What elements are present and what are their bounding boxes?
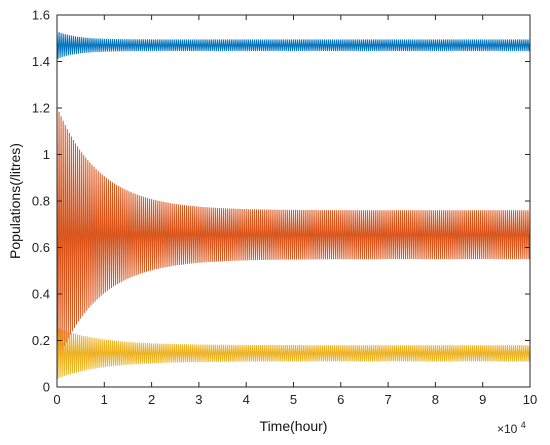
x-tick-label: 1	[101, 392, 108, 407]
y-tick-label: 0.4	[32, 287, 50, 302]
x-tick-label: 3	[195, 392, 202, 407]
x-tick-label: 10	[523, 392, 537, 407]
series-line-2	[56, 106, 531, 361]
y-tick-label: 0.8	[32, 194, 50, 209]
series-layer	[56, 31, 531, 379]
series-line-3	[56, 327, 531, 379]
x-tick-label: 8	[432, 392, 439, 407]
x-tick-label: 6	[337, 392, 344, 407]
x-tick-label: 0	[53, 392, 60, 407]
y-axis-label: Populations(/litres)	[7, 143, 23, 259]
x-axis-label: Time(hour)	[260, 418, 328, 434]
x-tick-label: 7	[384, 392, 391, 407]
y-tick-label: 1.6	[32, 8, 50, 23]
y-tick-label: 1.2	[32, 101, 50, 116]
x-axis-exponent: ×10 4	[497, 420, 526, 436]
x-tick-label: 9	[479, 392, 486, 407]
y-tick-label: 1	[43, 147, 50, 162]
series-line-1	[56, 31, 531, 59]
y-tick-label: 0	[43, 380, 50, 395]
x-tick-label: 5	[290, 392, 297, 407]
x-tick-label: 4	[243, 392, 250, 407]
x-tick-label: 2	[148, 392, 155, 407]
ticks-layer: 0 1 2 3 4 5 6 7 8 9 10 0 0.2 0.4 0.6 0.8 1 1.2 1.4 1.6	[32, 8, 537, 408]
y-tick-label: 0.6	[32, 240, 50, 255]
y-tick-label: 0.2	[32, 333, 50, 348]
x-axis-exponent-base: ×10	[497, 422, 518, 436]
y-tick-label: 1.4	[32, 54, 50, 69]
plot-area	[57, 15, 530, 387]
x-axis-exponent-power: 4	[521, 420, 526, 430]
